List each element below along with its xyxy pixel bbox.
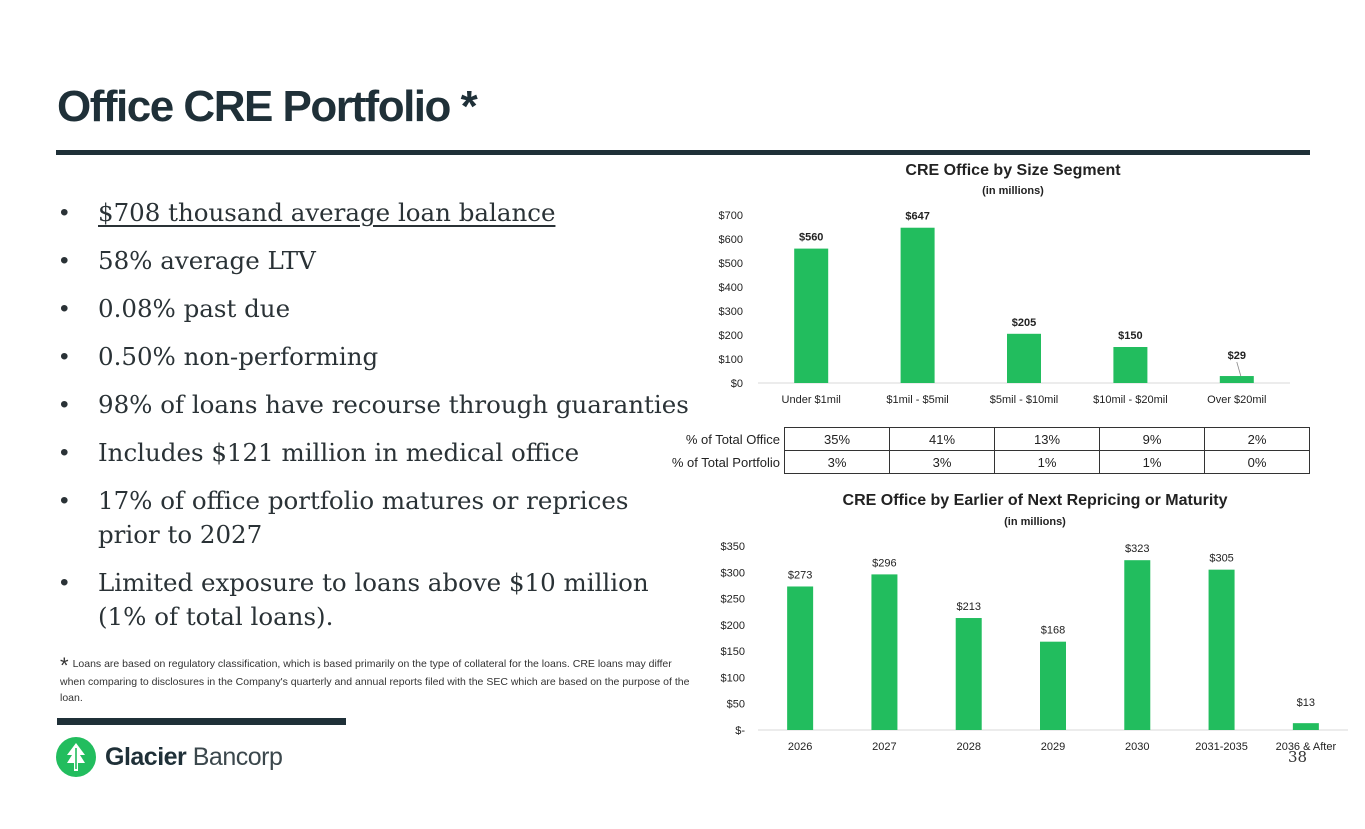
- category-label: 2026: [788, 741, 812, 753]
- table-row-total-office: % of Total Office 35% 41% 13% 9% 2%: [650, 427, 1310, 451]
- category-label: $10mil - $20mil: [1093, 394, 1168, 406]
- y-tick-label: $400: [719, 282, 743, 294]
- repricing-maturity-chart: CRE Office by Earlier of Next Repricing …: [721, 492, 1348, 753]
- bar-over-20mil: [1219, 376, 1254, 383]
- y-tick-label: $500: [719, 258, 743, 270]
- bar-2036-after: [1292, 723, 1319, 730]
- footnote: * Loans are based on regulatory classific…: [60, 653, 690, 706]
- row-label: % of Total Office: [685, 431, 780, 447]
- table-cell: 0%: [1204, 450, 1310, 474]
- y-tick-label: $0: [731, 378, 743, 390]
- bullet-medical-office: Includes $121 million in medical office: [60, 436, 720, 470]
- y-tick-label: $150: [721, 646, 745, 658]
- footnote-text: Loans are based on regulatory classifica…: [60, 658, 690, 704]
- y-tick-label: $200: [721, 620, 745, 632]
- bar-under-1mil: [794, 248, 829, 383]
- category-label: Over $20mil: [1207, 394, 1266, 406]
- bar-2028: [955, 618, 982, 730]
- y-tick-label: $100: [721, 672, 745, 684]
- category-label: 2027: [872, 741, 896, 753]
- chart2-title: CRE Office by Earlier of Next Repricing …: [843, 492, 1228, 509]
- bar-2029: [1040, 641, 1066, 730]
- y-tick-label: $250: [721, 594, 745, 606]
- data-label: $647: [905, 211, 929, 223]
- size-segment-percent-table: % of Total Office 35% 41% 13% 9% 2% % of…: [650, 427, 1310, 474]
- title-divider: [56, 150, 1310, 155]
- size-segment-chart: CRE Office by Size Segment (in millions)…: [719, 162, 1290, 406]
- page-number: 38: [1288, 748, 1308, 766]
- table-cell: 1%: [994, 450, 1100, 474]
- table-cell: 13%: [994, 427, 1100, 451]
- bar-2026: [787, 586, 814, 730]
- data-label: $560: [799, 232, 823, 244]
- bar--5mil-10mil: [1007, 333, 1041, 383]
- y-tick-label: $300: [719, 306, 743, 318]
- bullet-limited-exposure: Limited exposure to loans above $10 mill…: [60, 566, 688, 634]
- footnote-star: *: [60, 653, 69, 678]
- table-row-total-portfolio: % of Total Portfolio 3% 3% 1% 1% 0%: [650, 450, 1310, 474]
- category-label: $1mil - $5mil: [886, 394, 948, 406]
- y-tick-label: $100: [719, 354, 743, 366]
- bar--1mil-5mil: [900, 227, 935, 383]
- table-cell: 3%: [889, 450, 995, 474]
- company-logo: Glacier Bancorp: [55, 736, 283, 778]
- category-label: $5mil - $10mil: [990, 394, 1058, 406]
- category-label: 2029: [1041, 741, 1065, 753]
- bullet-past-due: 0.08% past due: [60, 292, 720, 326]
- data-label: $323: [1125, 543, 1149, 555]
- table-cell: 1%: [1099, 450, 1205, 474]
- bar-2030: [1124, 560, 1151, 730]
- glacier-mountain-logo-icon: [56, 737, 96, 777]
- category-label: 2028: [956, 741, 980, 753]
- bullet-non-performing: 0.50% non-performing: [60, 340, 720, 374]
- table-cell: 41%: [889, 427, 995, 451]
- y-tick-label: $350: [721, 541, 745, 553]
- y-tick-label: $-: [735, 725, 745, 737]
- y-tick-label: $300: [721, 567, 745, 579]
- bullet-matures-reprices: 17% of office portfolio matures or repri…: [60, 484, 658, 552]
- data-label: $168: [1041, 625, 1065, 637]
- table-cell: 9%: [1099, 427, 1205, 451]
- row-label: % of Total Portfolio: [671, 454, 780, 470]
- data-label: $305: [1209, 553, 1233, 565]
- chart1-title: CRE Office by Size Segment: [905, 162, 1121, 179]
- chart2-subtitle: (in millions): [1004, 516, 1066, 528]
- data-label: $205: [1012, 317, 1036, 329]
- data-label: $273: [788, 569, 812, 581]
- y-tick-label: $600: [719, 234, 743, 246]
- chart1-subtitle: (in millions): [982, 185, 1044, 197]
- key-points-list: $708 thousand average loan balance 58% a…: [60, 196, 720, 648]
- data-label: $213: [956, 601, 980, 613]
- table-cell: 2%: [1204, 427, 1310, 451]
- page-title: Office CRE Portfolio *: [57, 82, 478, 131]
- bullet-avg-loan-balance[interactable]: $708 thousand average loan balance: [60, 196, 720, 230]
- bar-2027: [871, 574, 898, 730]
- bar-2031-2035: [1208, 569, 1235, 730]
- category-label: 2030: [1125, 741, 1149, 753]
- y-tick-label: $200: [719, 330, 743, 342]
- data-label: $150: [1118, 330, 1142, 342]
- bullet-avg-ltv: 58% average LTV: [60, 244, 720, 278]
- data-label: $13: [1297, 697, 1315, 709]
- table-cell: 35%: [784, 427, 890, 451]
- y-tick-label: $700: [719, 210, 743, 222]
- category-label: 2036 & After: [1276, 741, 1337, 753]
- category-label: Under $1mil: [782, 394, 841, 406]
- bullet-recourse: 98% of loans have recourse through guara…: [60, 388, 720, 422]
- category-label: 2031-2035: [1195, 741, 1248, 753]
- table-cell: 3%: [784, 450, 890, 474]
- logo-wordmark: Glacier Bancorp: [105, 742, 283, 771]
- label-leader-line: [1236, 361, 1242, 377]
- y-tick-label: $50: [727, 699, 745, 711]
- data-label: $29: [1228, 350, 1246, 362]
- footnote-divider: [57, 718, 346, 725]
- bar--10mil-20mil: [1113, 347, 1148, 383]
- data-label: $296: [872, 557, 896, 569]
